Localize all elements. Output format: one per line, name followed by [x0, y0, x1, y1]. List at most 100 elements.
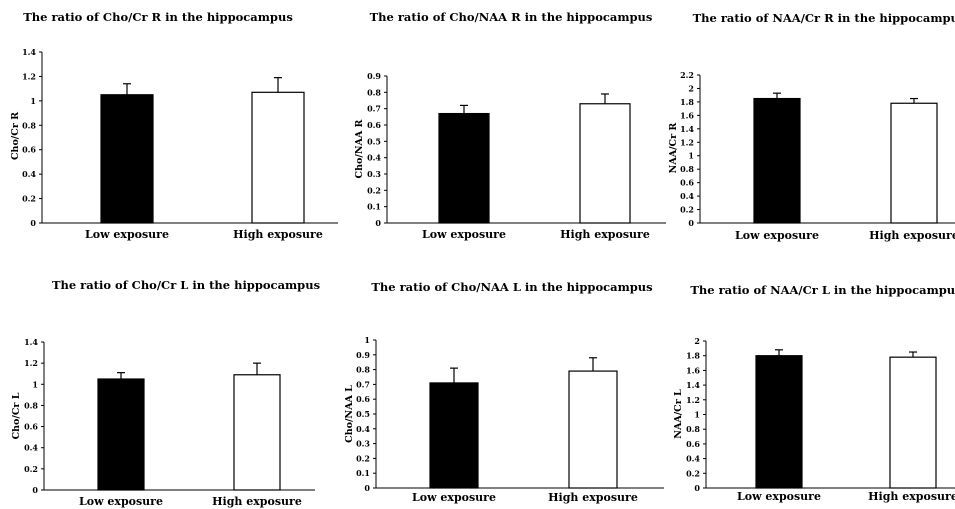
- category-label: Low exposure: [412, 491, 496, 504]
- error-bar: [123, 83, 131, 95]
- bar-low-exposure: [438, 112, 490, 224]
- y-tick-label: 0.2: [686, 468, 700, 478]
- error-bar: [773, 92, 781, 99]
- chart-title: The ratio of Cho/Cr R in the hippocampus: [23, 10, 293, 24]
- bar-high-exposure: [568, 370, 618, 489]
- chart-panel-2: The ratio of Cho/NAA R in the hippocampu…: [354, 10, 666, 241]
- category-label: High exposure: [212, 495, 302, 508]
- y-tick-label: 0.4: [22, 169, 36, 179]
- y-tick-label: 0.7: [367, 104, 381, 114]
- error-bar: [775, 349, 783, 356]
- category-label: High exposure: [548, 491, 638, 504]
- bar-low-exposure: [429, 382, 479, 489]
- bar-low-exposure: [97, 378, 145, 491]
- y-tick-label: 0: [375, 218, 381, 228]
- y-tick-label: 1.4: [686, 380, 700, 390]
- bar-high-exposure: [889, 356, 937, 489]
- category-label: Low exposure: [735, 229, 819, 242]
- category-label: Low exposure: [85, 228, 169, 241]
- y-tick-label: 0.2: [22, 194, 36, 204]
- bar-high-exposure: [251, 91, 305, 224]
- y-tick-label: 1.8: [686, 351, 700, 361]
- y-tick-label: 1.4: [22, 47, 36, 57]
- y-axis-title: NAA/Cr L: [673, 389, 684, 439]
- y-tick-label: 1: [32, 379, 38, 389]
- bar-low-exposure: [753, 97, 801, 224]
- y-tick-label: 0.3: [356, 439, 370, 449]
- y-tick-label: 0.6: [24, 422, 38, 432]
- bar-high-exposure: [579, 103, 631, 224]
- y-tick-label: 1.6: [680, 110, 694, 120]
- error-bar: [450, 367, 458, 383]
- y-tick-label: 1.4: [24, 337, 38, 347]
- y-axis-title: Cho/NAA R: [354, 119, 365, 178]
- bar-low-exposure: [100, 94, 154, 224]
- y-tick-label: 0.3: [367, 169, 381, 179]
- y-tick-label: 0.1: [356, 468, 370, 478]
- y-tick-label: 0.5: [367, 136, 381, 146]
- y-axis-title: NAA/Cr R: [668, 123, 679, 174]
- category-label: High exposure: [233, 228, 323, 241]
- y-tick-label: 1.6: [686, 365, 700, 375]
- category-label: Low exposure: [737, 490, 821, 503]
- y-axis-title: Cho/Cr R: [10, 112, 21, 160]
- bar-high-exposure: [233, 374, 281, 491]
- y-tick-label: 0.4: [686, 454, 700, 464]
- y-tick-label: 2.2: [680, 70, 694, 80]
- y-tick-label: 0.9: [367, 71, 381, 81]
- error-bar: [910, 97, 918, 104]
- y-tick-label: 0.2: [24, 464, 38, 474]
- y-tick-label: 0.2: [356, 453, 370, 463]
- y-tick-label: 0: [688, 218, 694, 228]
- category-label: Low exposure: [79, 495, 163, 508]
- y-tick-label: 1: [694, 410, 700, 420]
- y-axis-title: Cho/NAA L: [344, 385, 355, 443]
- y-tick-label: 0.4: [24, 443, 38, 453]
- y-tick-label: 0: [30, 218, 36, 228]
- y-tick-label: 1.2: [24, 358, 38, 368]
- y-tick-label: 1: [688, 151, 694, 161]
- chart-panel-3: The ratio of NAA/Cr R in the hippocampus…: [668, 11, 955, 242]
- category-label: High exposure: [868, 490, 955, 503]
- chart-panel-6: The ratio of NAA/Cr L in the hippocampus…: [673, 283, 955, 503]
- y-tick-label: 0.9: [356, 350, 370, 360]
- y-tick-label: 0.7: [356, 379, 370, 389]
- chart-panel-4: The ratio of Cho/Cr L in the hippocampus…: [11, 278, 320, 508]
- y-tick-label: 2: [688, 83, 694, 93]
- y-tick-label: 0.8: [22, 120, 36, 130]
- y-tick-label: 0.6: [367, 120, 381, 130]
- chart-panel-1: The ratio of Cho/Cr R in the hippocampus…: [10, 10, 338, 241]
- error-bar: [601, 93, 609, 104]
- y-tick-label: 0.6: [356, 394, 370, 404]
- y-tick-label: 0.2: [367, 185, 381, 195]
- error-bar: [909, 351, 917, 358]
- y-tick-label: 0.5: [356, 409, 370, 419]
- y-tick-label: 2: [694, 336, 700, 346]
- y-tick-label: 0.8: [367, 87, 381, 97]
- chart-title: The ratio of Cho/NAA R in the hippocampu…: [370, 10, 653, 24]
- y-tick-label: 1: [30, 96, 36, 106]
- error-bar: [253, 362, 261, 375]
- y-tick-label: 0: [694, 483, 700, 493]
- error-bar: [589, 357, 597, 372]
- y-tick-label: 1: [364, 335, 370, 345]
- y-tick-label: 1.2: [686, 395, 700, 405]
- y-tick-label: 0.6: [686, 439, 700, 449]
- chart-title: The ratio of NAA/Cr L in the hippocampus: [690, 283, 955, 297]
- y-tick-label: 0.6: [680, 178, 694, 188]
- y-tick-label: 0.8: [680, 164, 694, 174]
- y-tick-label: 0.4: [367, 153, 381, 163]
- chart-title: The ratio of NAA/Cr R in the hippocampus: [693, 11, 955, 25]
- chart-title: The ratio of Cho/NAA L in the hippocampu…: [371, 280, 652, 294]
- error-bar: [274, 77, 282, 93]
- category-label: High exposure: [869, 229, 955, 242]
- y-tick-label: 0.1: [367, 202, 381, 212]
- bar-low-exposure: [755, 355, 803, 489]
- y-tick-label: 0: [364, 483, 370, 493]
- error-bar: [460, 104, 468, 114]
- y-tick-label: 0.4: [356, 424, 370, 434]
- bar-high-exposure: [890, 102, 938, 224]
- error-bar: [117, 372, 125, 379]
- y-tick-label: 1.8: [680, 97, 694, 107]
